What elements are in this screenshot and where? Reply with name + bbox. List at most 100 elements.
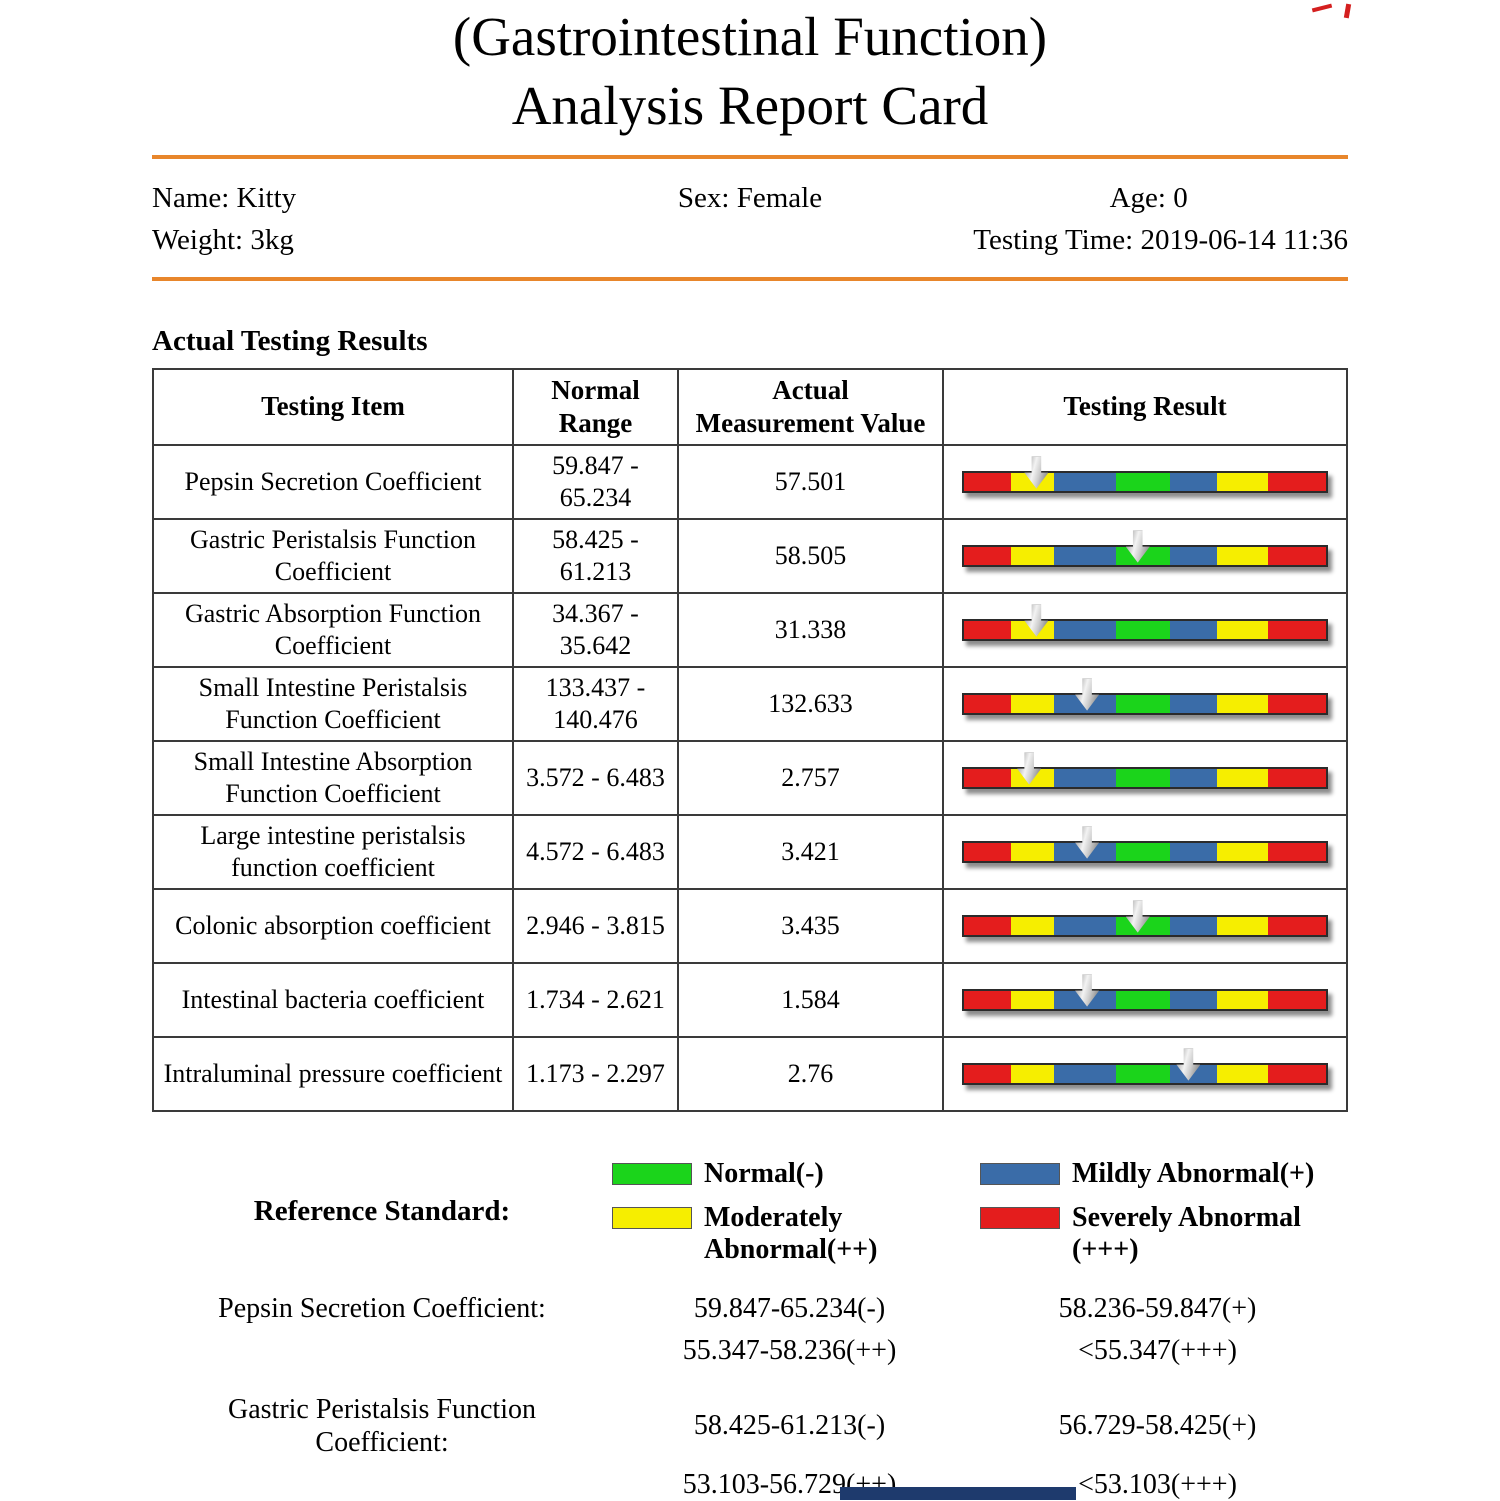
col-testing-item: Testing Item <box>152 367 514 446</box>
bar-segment-blue <box>1170 916 1218 935</box>
bar-segment-yellow <box>1011 990 1055 1009</box>
bar-segment-yellow <box>1011 1064 1055 1083</box>
bar-segment-blue <box>1170 694 1218 713</box>
normal-range-cell: 1.734 - 2.621 <box>512 961 679 1038</box>
result-bar <box>962 678 1328 715</box>
bar-segment-blue <box>1054 1064 1117 1083</box>
table-row: Gastric Absorption Function Coefficient … <box>152 591 1348 668</box>
testing-result-cell <box>942 443 1348 520</box>
bar-segment-red <box>964 546 1012 565</box>
patient-info: Name: Kitty Sex: Female Age: 0 Weight: 3… <box>152 177 1348 261</box>
report-page: (Gastrointestinal Function) Analysis Rep… <box>152 0 1348 1501</box>
table-row: Large intestine peristalsis function coe… <box>152 813 1348 890</box>
table-row: Intestinal bacteria coefficient 1.734 - … <box>152 961 1348 1038</box>
reference-value: 55.347-58.236(++) <box>682 1335 897 1367</box>
legend-swatch-green <box>612 1162 692 1185</box>
testing-item-cell: Pepsin Secretion Coefficient <box>152 443 514 520</box>
bar-segment-green <box>1116 1064 1171 1083</box>
legend-column-left: Normal(-) Moderately Abnormal(++) <box>612 1158 980 1267</box>
legend-item-normal: Normal(-) <box>612 1158 980 1190</box>
col-normal-range: Normal Range <box>512 367 679 446</box>
testing-result-cell <box>942 517 1348 594</box>
bar-segment-blue <box>1170 620 1218 639</box>
measurement-value-cell: 3.435 <box>677 887 944 964</box>
testing-result-cell <box>942 813 1348 890</box>
legend-swatch-blue <box>980 1162 1060 1185</box>
table-row: Intraluminal pressure coefficient 1.173 … <box>152 1035 1348 1112</box>
testing-result-cell <box>942 591 1348 668</box>
legend-item-moderately-abnormal: Moderately Abnormal(++) <box>612 1202 980 1266</box>
bar-segment-red <box>1268 546 1326 565</box>
bar-segment-blue <box>1054 916 1117 935</box>
normal-range-cell: 58.425 - 61.213 <box>512 517 679 594</box>
testing-item-cell: Gastric Absorption Function Coefficient <box>152 591 514 668</box>
bar-segment-yellow <box>1217 694 1269 713</box>
legend-label-mildly-abnormal: Mildly Abnormal(+) <box>1072 1157 1315 1189</box>
reference-block-pepsin: Pepsin Secretion Coefficient: 59.847-65.… <box>152 1292 1348 1367</box>
bar-segment-red <box>1268 916 1326 935</box>
table-row: Small Intestine Peristalsis Function Coe… <box>152 665 1348 742</box>
bar-segment-red <box>964 842 1012 861</box>
patient-info-row-1: Name: Kitty Sex: Female Age: 0 <box>152 177 1348 219</box>
bar-segment-blue <box>1170 546 1218 565</box>
patient-info-row-2: Weight: 3kg Testing Time: 2019-06-14 11:… <box>152 219 1348 261</box>
patient-weight: Weight: 3kg <box>152 223 294 256</box>
testing-item-cell: Small Intestine Peristalsis Function Coe… <box>152 665 514 742</box>
testing-item-cell: Gastric Peristalsis Function Coefficient <box>152 517 514 594</box>
bar-segment-yellow <box>1011 842 1055 861</box>
legend-swatch-yellow <box>612 1206 692 1229</box>
bar-segment-blue <box>1170 472 1218 491</box>
bar-segment-yellow <box>1217 620 1269 639</box>
testing-result-cell <box>942 739 1348 816</box>
patient-age: Age: 0 <box>1109 181 1188 214</box>
bar-segment-blue <box>1054 768 1117 787</box>
bar-segment-blue <box>1170 768 1218 787</box>
bar-segment-red <box>1268 768 1326 787</box>
bar-segment-red <box>1268 620 1326 639</box>
col-measurement-value: Actual Measurement Value <box>677 367 944 446</box>
legend-swatch-red <box>980 1206 1060 1229</box>
bar-segment-red <box>1268 1064 1326 1083</box>
bar-segment-yellow <box>1217 842 1269 861</box>
patient-sex: Sex: Female <box>677 181 823 214</box>
legend-label-moderately-abnormal: Moderately Abnormal(++) <box>704 1201 878 1265</box>
legend-item-severely-abnormal: Severely Abnormal (+++) <box>980 1202 1348 1266</box>
measurement-value-cell: 3.421 <box>677 813 944 890</box>
measurement-value-cell: 132.633 <box>677 665 944 742</box>
normal-range-cell: 133.437 - 140.476 <box>512 665 679 742</box>
normal-range-cell: 3.572 - 6.483 <box>512 739 679 816</box>
testing-item-cell: Colonic absorption coefficient <box>152 887 514 964</box>
bar-segment-yellow <box>1217 768 1269 787</box>
measurement-value-cell: 1.584 <box>677 961 944 1038</box>
result-bar <box>962 604 1328 641</box>
bar-segment-yellow <box>1011 916 1055 935</box>
result-bar <box>962 900 1328 937</box>
reference-value: 58.236-59.847(+) <box>1058 1292 1257 1324</box>
result-bar <box>962 826 1328 863</box>
normal-range-cell: 59.847 - 65.234 <box>512 443 679 520</box>
normal-range-cell: 2.946 - 3.815 <box>512 887 679 964</box>
reference-label: Pepsin Secretion Coefficient: <box>218 1293 546 1325</box>
bar-segment-green <box>1116 620 1171 639</box>
bar-segment-yellow <box>1011 546 1055 565</box>
reference-value: 59.847-65.234(-) <box>693 1292 886 1324</box>
reference-block-gastric: Gastric Peristalsis Function Coefficient… <box>152 1393 1348 1501</box>
testing-result-cell <box>942 665 1348 742</box>
bar-segment-red <box>964 694 1012 713</box>
bar-segment-red <box>1268 472 1326 491</box>
normal-range-cell: 4.572 - 6.483 <box>512 813 679 890</box>
reference-value: 58.425-61.213(-) <box>693 1410 886 1442</box>
table-row: Gastric Peristalsis Function Coefficient… <box>152 517 1348 594</box>
normal-range-cell: 34.367 - 35.642 <box>512 591 679 668</box>
bar-segment-yellow <box>1217 916 1269 935</box>
result-bar <box>962 456 1328 493</box>
report-title-line1: (Gastrointestinal Function) <box>452 6 1048 67</box>
bar-segment-red <box>964 768 1012 787</box>
bar-segment-yellow <box>1217 1064 1269 1083</box>
bar-segment-blue <box>1054 546 1117 565</box>
bar-segment-green <box>1116 842 1171 861</box>
bar-segment-yellow <box>1011 694 1055 713</box>
divider-rule-bottom <box>152 276 1348 281</box>
legend-item-mildly-abnormal: Mildly Abnormal(+) <box>980 1158 1348 1190</box>
legend-column-right: Mildly Abnormal(+) Severely Abnormal (++… <box>980 1158 1348 1267</box>
